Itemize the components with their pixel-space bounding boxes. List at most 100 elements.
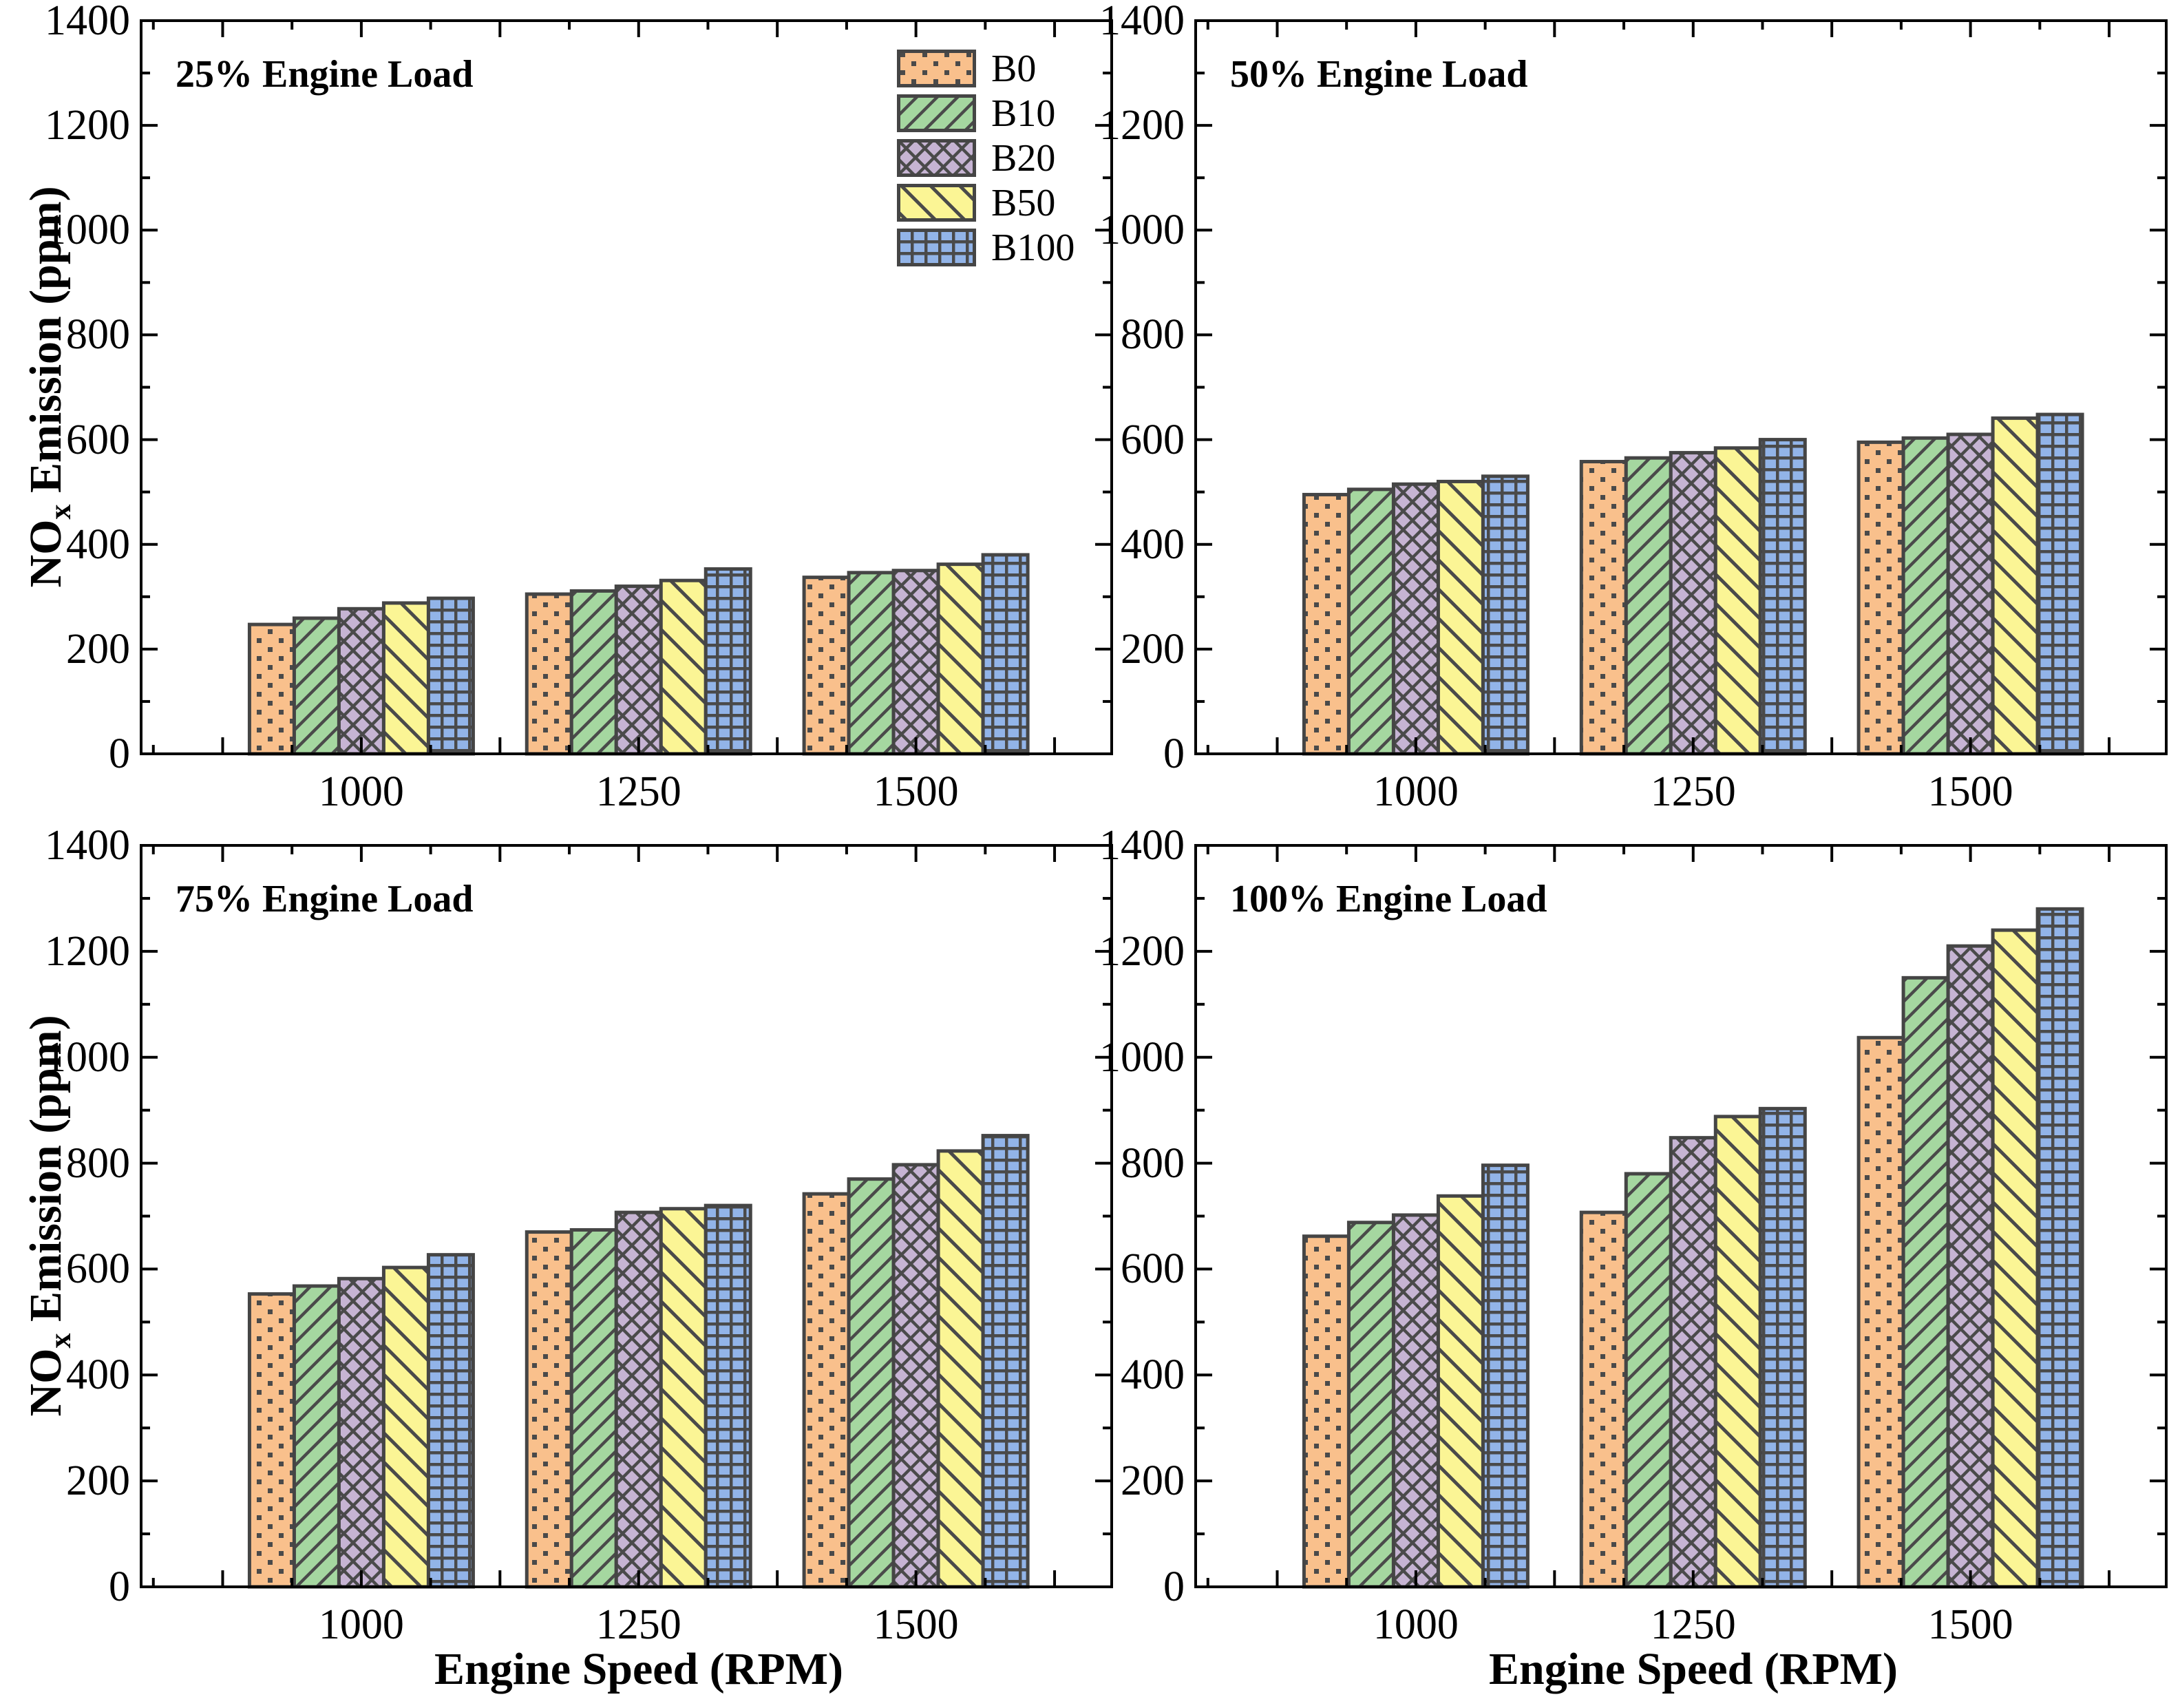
- bar-B100-1500rpm-panel0: [981, 553, 1030, 756]
- y-tick-label: 0: [109, 1563, 130, 1610]
- bar-B10-1000rpm-panel3: [1346, 1221, 1395, 1589]
- panel-title-50-load: 50% Engine Load: [1230, 53, 1528, 96]
- x-tick-label: 1250: [1650, 768, 1736, 815]
- bar-B50-1250rpm-panel1: [1713, 446, 1762, 756]
- bar-B50-1250rpm-panel3: [1713, 1115, 1762, 1589]
- bar-B0-1500rpm-panel1: [1856, 440, 1905, 756]
- y-tick-label: 0: [1163, 730, 1185, 777]
- bar-B0-1250rpm-panel0: [525, 592, 573, 756]
- x-tick-label: 1000: [1373, 768, 1459, 815]
- y-tick-label: 1000: [45, 207, 130, 254]
- bar-B100-1500rpm-panel2: [981, 1134, 1030, 1589]
- panel-title-100-load: 100% Engine Load: [1230, 878, 1547, 920]
- x-tick-label: 1250: [595, 1601, 681, 1648]
- y-tick-label: 200: [66, 625, 130, 673]
- bar-B10-1250rpm-panel1: [1624, 456, 1673, 756]
- bar-B20-1000rpm-panel3: [1391, 1213, 1440, 1589]
- bar-B100-1250rpm-panel2: [703, 1203, 752, 1589]
- bar-B20-1000rpm-panel1: [1391, 482, 1440, 756]
- legend-label: B10: [991, 92, 1056, 135]
- y-tick-label: 200: [1121, 1457, 1185, 1505]
- x-tick-label: 1500: [1927, 1601, 2013, 1648]
- y-tick-label: 800: [1121, 311, 1185, 359]
- x-tick-label: 1500: [1927, 768, 2013, 815]
- bar-B50-1000rpm-panel1: [1436, 479, 1485, 756]
- x-axis-label-right-column: Engine Speed (RPM): [1489, 1644, 1898, 1694]
- bar-B100-1500rpm-panel1: [2035, 412, 2084, 756]
- bar-B50-1500rpm-panel1: [1991, 416, 2040, 756]
- y-tick-label: 600: [66, 416, 130, 463]
- bar-B20-1250rpm-panel3: [1669, 1136, 1717, 1589]
- x-tick-label: 1000: [318, 1601, 404, 1648]
- bar-B10-1500rpm-panel0: [847, 571, 896, 756]
- bar-B0-1250rpm-panel3: [1579, 1210, 1628, 1589]
- legend-item-B10: B10: [897, 92, 1075, 135]
- bar-B10-1000rpm-panel0: [292, 616, 341, 756]
- legend-item-B100: B100: [897, 229, 1075, 267]
- bar-B0-1000rpm-panel0: [247, 622, 296, 756]
- y-tick-label: 400: [66, 520, 130, 568]
- bar-B20-1500rpm-panel1: [1946, 432, 1995, 756]
- bar-B0-1250rpm-panel1: [1579, 460, 1628, 756]
- x-axis-label-left-column: Engine Speed (RPM): [434, 1644, 843, 1694]
- legend-swatch-grid: [897, 229, 976, 266]
- bar-B20-1500rpm-panel2: [891, 1163, 940, 1589]
- bar-B50-1000rpm-panel3: [1436, 1194, 1485, 1589]
- y-tick-label: 0: [1163, 1563, 1185, 1610]
- x-tick-label: 1000: [318, 768, 404, 815]
- bar-B50-1500rpm-panel0: [936, 562, 985, 756]
- bar-B10-1250rpm-panel3: [1624, 1172, 1673, 1589]
- bar-B20-1250rpm-panel0: [614, 584, 663, 756]
- legend: B0 B10 B20 B50 B100: [897, 50, 1075, 273]
- bar-B20-1000rpm-panel2: [337, 1276, 385, 1589]
- y-tick-label: 1400: [1099, 822, 1185, 869]
- y-tick-label: 200: [66, 1457, 130, 1505]
- y-tick-label: 1000: [45, 1033, 130, 1081]
- bar-B100-1000rpm-panel0: [426, 596, 475, 756]
- y-tick-label: 1200: [45, 927, 130, 975]
- x-tick-label: 1250: [595, 768, 681, 815]
- bar-B50-1500rpm-panel3: [1991, 928, 2040, 1589]
- bar-B0-1000rpm-panel3: [1302, 1234, 1351, 1589]
- y-tick-label: 200: [1121, 625, 1185, 673]
- y-tick-label: 1200: [1099, 927, 1185, 975]
- bar-B10-1500rpm-panel2: [847, 1177, 896, 1589]
- legend-item-B0: B0: [897, 47, 1075, 90]
- y-tick-label: 1000: [1099, 207, 1185, 254]
- y-tick-label: 1400: [45, 0, 130, 44]
- bar-B20-1000rpm-panel0: [337, 607, 385, 756]
- y-tick-label: 800: [1121, 1139, 1185, 1187]
- bar-B0-1000rpm-panel2: [247, 1292, 296, 1589]
- bar-B100-1000rpm-panel3: [1481, 1163, 1530, 1589]
- bar-B100-1250rpm-panel0: [703, 567, 752, 756]
- x-tick-label: 1500: [873, 1601, 959, 1648]
- bar-B0-1250rpm-panel2: [525, 1230, 573, 1589]
- bar-B20-1250rpm-panel2: [614, 1210, 663, 1589]
- bar-B50-1000rpm-panel0: [381, 601, 430, 756]
- legend-swatch-dots: [897, 50, 976, 87]
- x-tick-label: 1000: [1373, 1601, 1459, 1648]
- bar-B10-1500rpm-panel3: [1901, 976, 1950, 1589]
- bar-B100-1500rpm-panel3: [2035, 907, 2084, 1589]
- bar-B50-1250rpm-panel0: [659, 578, 708, 756]
- y-tick-label: 400: [66, 1351, 130, 1399]
- bar-B0-1500rpm-panel3: [1856, 1035, 1905, 1589]
- bar-B20-1500rpm-panel0: [891, 569, 940, 756]
- bar-B100-1000rpm-panel1: [1481, 474, 1530, 756]
- bar-B10-1250rpm-panel2: [569, 1228, 618, 1589]
- bar-B0-1000rpm-panel1: [1302, 492, 1351, 756]
- y-tick-label: 600: [66, 1245, 130, 1293]
- bar-B20-1500rpm-panel3: [1946, 944, 1995, 1589]
- y-tick-label: 1400: [45, 822, 130, 869]
- legend-swatch-crosshatch: [897, 139, 976, 177]
- y-tick-label: 1000: [1099, 1033, 1185, 1081]
- legend-label: B0: [991, 47, 1037, 90]
- bar-B10-1250rpm-panel0: [569, 589, 618, 756]
- y-tick-label: 400: [1121, 1351, 1185, 1399]
- bar-B10-1000rpm-panel1: [1346, 487, 1395, 756]
- panel-title-25-load: 25% Engine Load: [176, 53, 474, 96]
- y-tick-label: 800: [66, 1139, 130, 1187]
- bar-B10-1000rpm-panel2: [292, 1284, 341, 1589]
